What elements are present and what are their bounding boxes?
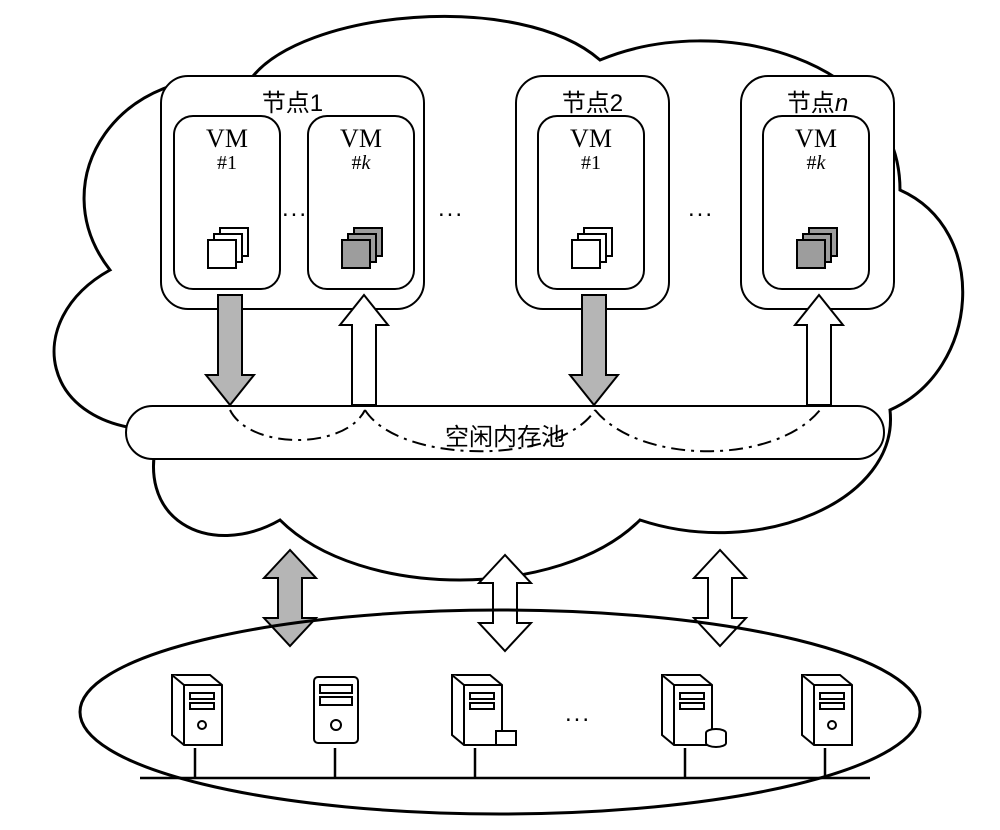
ellipsis: ...: [565, 700, 591, 728]
diagram-canvas: 节点1 节点2 节点n VM #1 VM #k VM #1 VM #k ... …: [0, 0, 1000, 830]
pool-dash-curve: [230, 410, 365, 440]
vm-pool-arrow: [340, 295, 388, 405]
server-icon: [790, 655, 860, 750]
vm-pool-arrow: [795, 295, 843, 405]
server-icon: [160, 655, 230, 750]
cloud-server-arrow: [694, 550, 746, 646]
vm-pool-arrow: [206, 295, 254, 405]
server-icon: [440, 655, 510, 750]
cloud-server-arrow: [264, 550, 316, 646]
pool-dash-curve: [365, 410, 595, 451]
pool-dash-curve: [595, 410, 820, 451]
server-icon: [300, 655, 370, 750]
server-icon: [650, 655, 720, 750]
vm-pool-arrow: [570, 295, 618, 405]
cloud-server-arrow: [479, 555, 531, 651]
